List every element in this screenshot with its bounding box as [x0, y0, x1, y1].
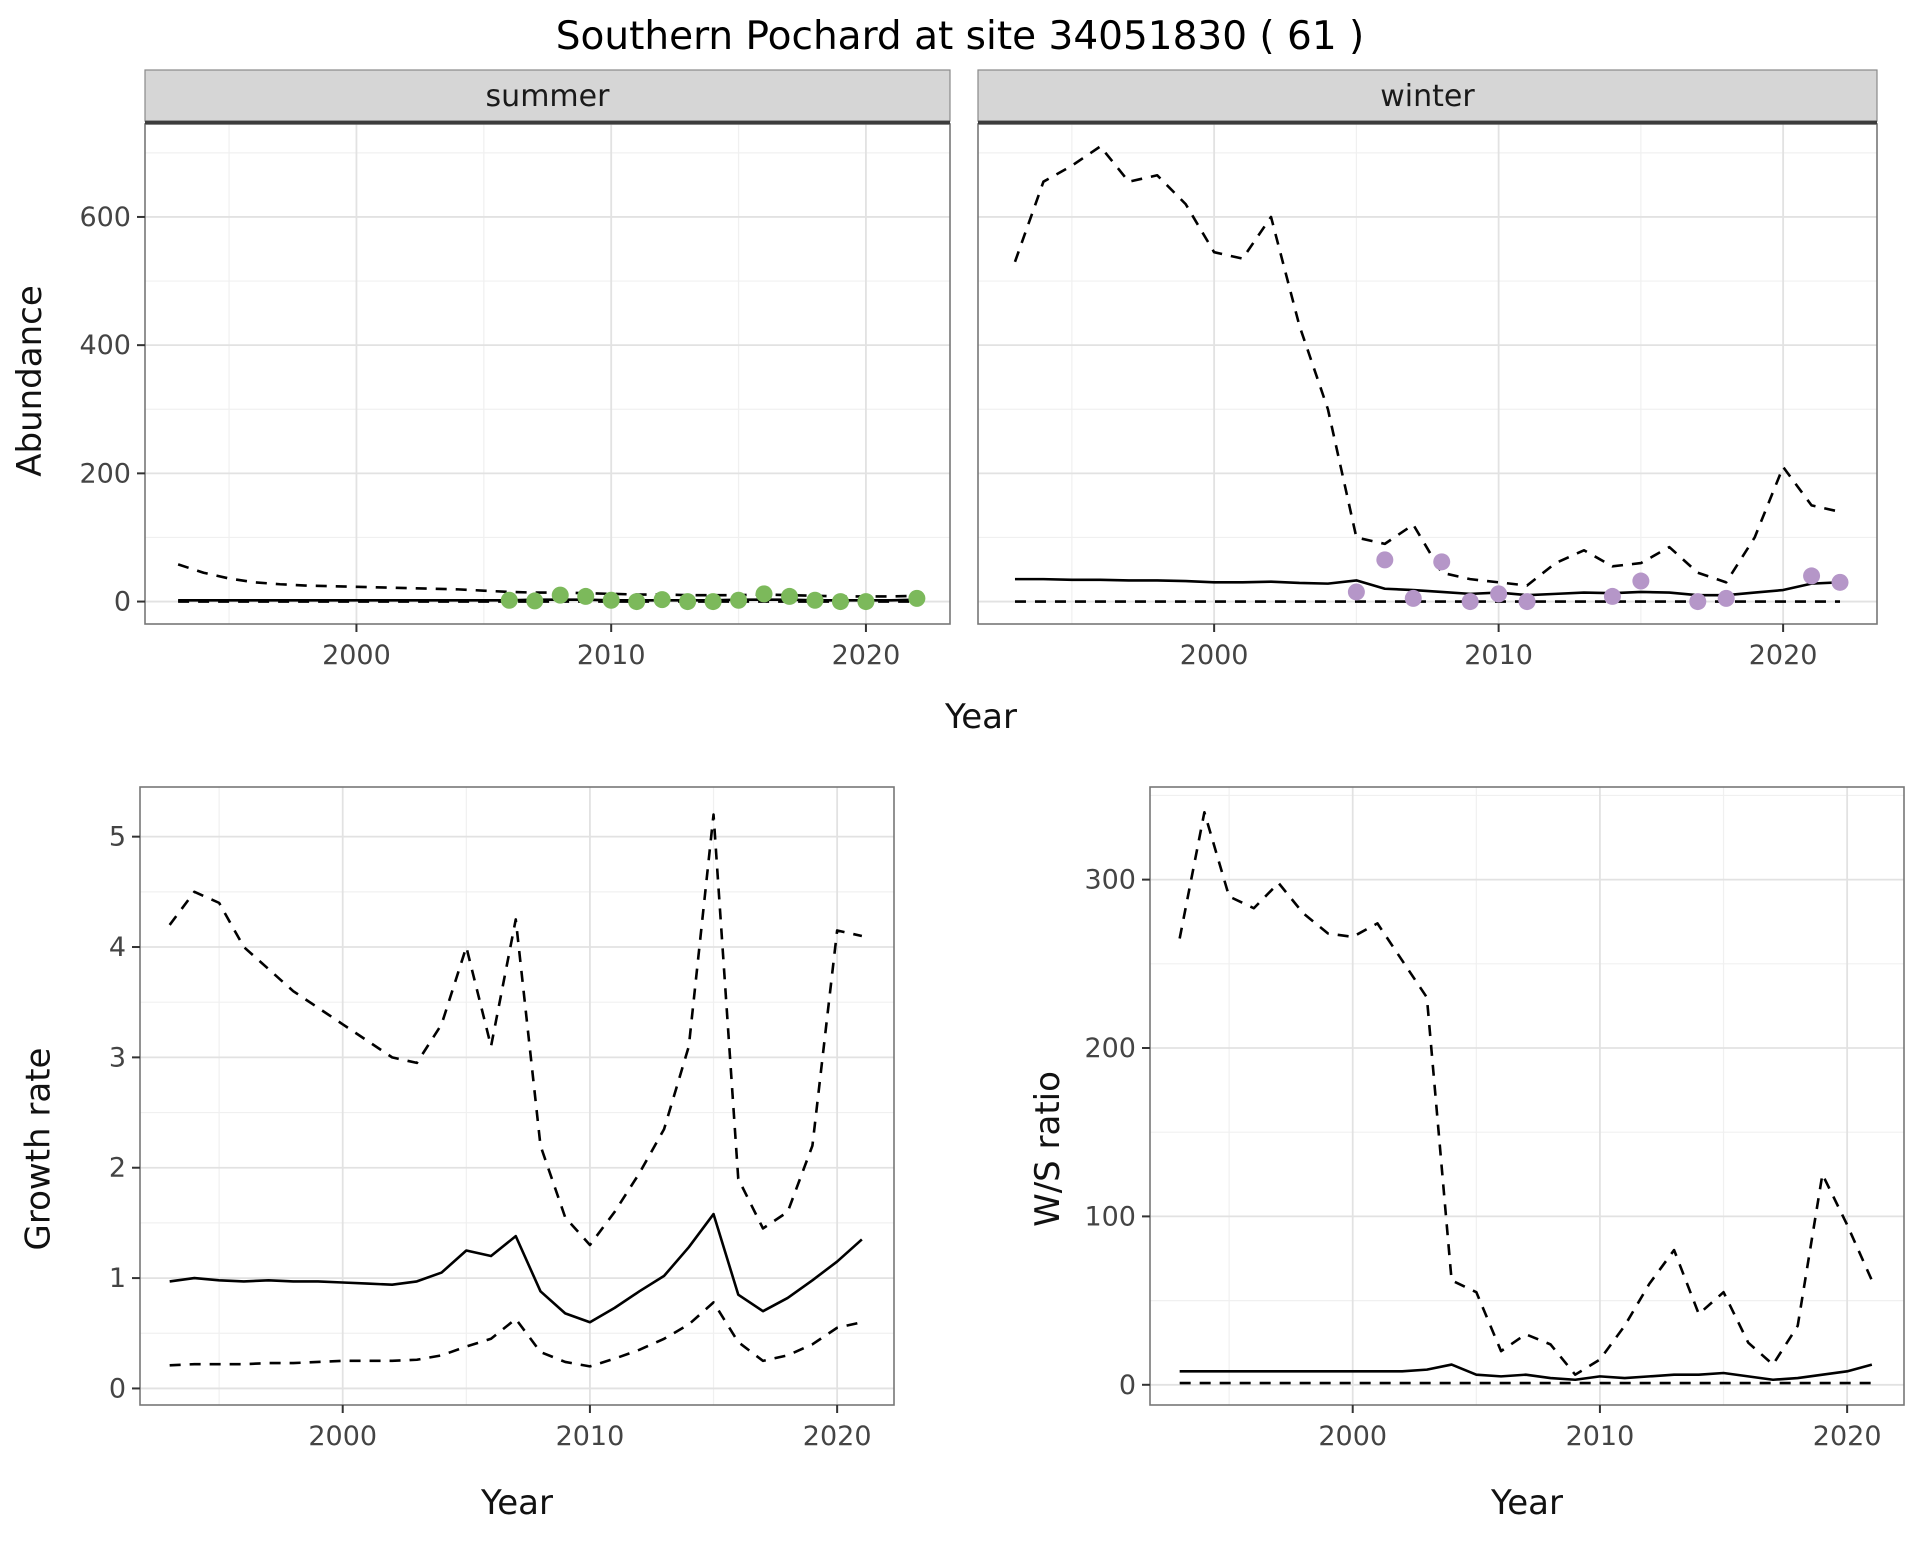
chart-title: Southern Pochard at site 34051830 ( 61 ): [555, 14, 1365, 59]
ws-ratio-group: W/S ratio 2000 2010 2020 0 100 200 300 Year: [1018, 775, 1918, 1523]
growth-rate-panel: 2000 2010 2020 0 1 2 3 4 5 Year: [68, 775, 908, 1523]
svg-text:600: 600: [79, 202, 131, 233]
svg-text:1: 1: [109, 1263, 126, 1294]
y-axis-title-ws-ratio-text: W/S ratio: [1028, 1071, 1069, 1227]
svg-text:2000: 2000: [308, 1421, 377, 1452]
y-axis-title-ws-ratio: W/S ratio: [1018, 775, 1078, 1523]
svg-text:300: 300: [1084, 865, 1136, 896]
svg-text:400: 400: [79, 330, 131, 361]
ws-ratio-panel: 2000 2010 2020 0 100 200 300 Year: [1078, 775, 1918, 1523]
svg-text:2010: 2010: [1566, 1421, 1635, 1452]
x-axis-title-year-top: Year: [945, 697, 1017, 737]
y-axis-title-growth-rate: Growth rate: [8, 775, 68, 1523]
svg-text:summer: summer: [486, 79, 611, 114]
svg-text:2020: 2020: [803, 1421, 872, 1452]
facet-winter: 2000 2010 2020 winter: [972, 69, 1902, 693]
svg-text:0: 0: [1119, 1370, 1136, 1401]
bottom-row: Growth rate 2000 2010 2020 0 1 2 3 4 5 Year W/S …: [0, 775, 1920, 1523]
svg-text:2010: 2010: [1464, 640, 1533, 671]
abundance-row: Abundance 2000 2010 2020 0 200 400 600 summer 2…: [0, 69, 1920, 693]
svg-text:5: 5: [109, 822, 126, 853]
y-axis-title-abundance-text: Abundance: [10, 285, 51, 477]
svg-text:2: 2: [109, 1153, 126, 1184]
svg-text:4: 4: [109, 932, 126, 963]
svg-text:200: 200: [79, 458, 131, 489]
svg-text:200: 200: [1084, 1033, 1136, 1064]
svg-text:2000: 2000: [1318, 1421, 1387, 1452]
svg-text:2010: 2010: [556, 1421, 625, 1452]
svg-text:2000: 2000: [322, 640, 391, 671]
svg-text:0: 0: [114, 587, 131, 618]
svg-text:3: 3: [109, 1042, 126, 1073]
svg-text:100: 100: [1084, 1201, 1136, 1232]
growth-rate-chart: 2000 2010 2020 0 1 2 3 4 5: [109, 786, 895, 1452]
x-axis-title-year-growth: Year: [481, 1483, 553, 1523]
facet-summer: 2000 2010 2020 0 200 400 600 summer: [60, 69, 960, 693]
svg-text:2020: 2020: [1813, 1421, 1882, 1452]
svg-text:2020: 2020: [1749, 640, 1818, 671]
summer-abundance-chart: 2000 2010 2020 0 200 400 600 summer: [79, 69, 951, 671]
svg-text:0: 0: [109, 1373, 126, 1404]
ws-ratio-chart: 2000 2010 2020 0 100 200 300: [1084, 786, 1905, 1452]
svg-text:2000: 2000: [1180, 640, 1249, 671]
svg-text:2020: 2020: [832, 640, 901, 671]
svg-text:winter: winter: [1380, 79, 1475, 114]
facet-panels: 2000 2010 2020 0 200 400 600 summer 2000 2010 202…: [60, 69, 1902, 693]
y-axis-title-growth-rate-text: Growth rate: [18, 1047, 58, 1251]
svg-text:2010: 2010: [577, 640, 646, 671]
winter-abundance-chart: 2000 2010 2020 winter: [977, 69, 1878, 671]
y-axis-title-abundance: Abundance: [0, 69, 60, 693]
x-axis-title-year-ws: Year: [1491, 1483, 1563, 1523]
growth-rate-group: Growth rate 2000 2010 2020 0 1 2 3 4 5 Year: [8, 775, 908, 1523]
